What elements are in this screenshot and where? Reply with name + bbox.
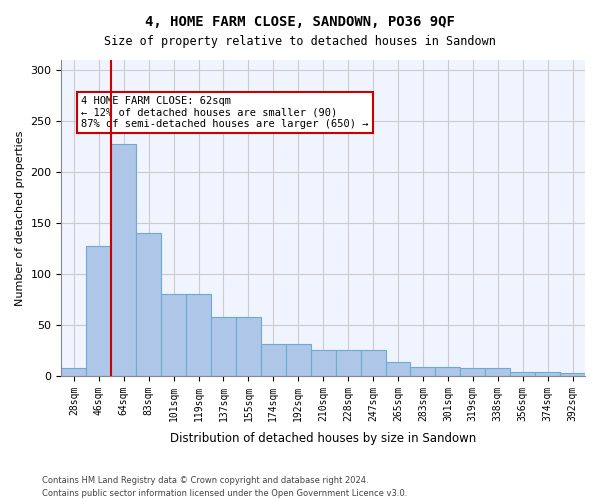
Y-axis label: Number of detached properties: Number of detached properties [15,130,25,306]
Bar [485,368,510,376]
Bar [286,344,311,376]
Bar [86,246,111,376]
X-axis label: Distribution of detached houses by size in Sandown: Distribution of detached houses by size … [170,432,476,445]
Text: Size of property relative to detached houses in Sandown: Size of property relative to detached ho… [104,35,496,48]
Bar [386,362,410,376]
Bar [436,366,460,376]
Bar [236,317,261,376]
Text: 4 HOME FARM CLOSE: 62sqm
← 12% of detached houses are smaller (90)
87% of semi-d: 4 HOME FARM CLOSE: 62sqm ← 12% of detach… [82,96,369,129]
Text: Contains HM Land Registry data © Crown copyright and database right 2024.: Contains HM Land Registry data © Crown c… [42,476,368,485]
Text: 4, HOME FARM CLOSE, SANDOWN, PO36 9QF: 4, HOME FARM CLOSE, SANDOWN, PO36 9QF [145,15,455,29]
Bar [311,350,335,376]
Bar [535,372,560,376]
Bar [111,144,136,376]
Bar [410,366,436,376]
Bar [361,350,386,376]
Bar [261,344,286,376]
Bar [560,373,585,376]
Bar [335,350,361,376]
Bar [186,294,211,376]
Bar [136,233,161,376]
Bar [161,294,186,376]
Bar [211,317,236,376]
Text: Contains public sector information licensed under the Open Government Licence v3: Contains public sector information licen… [42,488,407,498]
Bar [460,368,485,376]
Bar [510,372,535,376]
Bar [61,368,86,376]
